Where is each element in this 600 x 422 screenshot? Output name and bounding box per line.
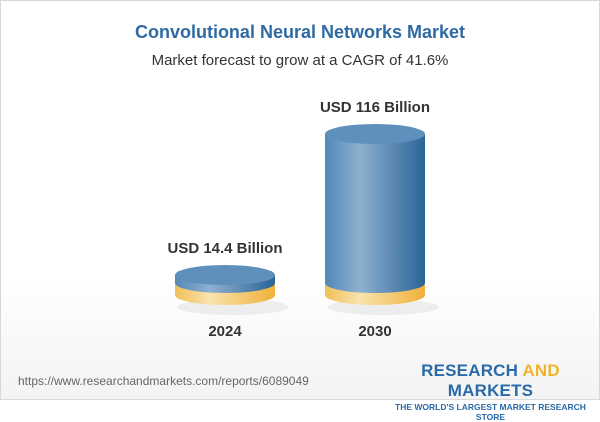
cylinder-top (325, 124, 425, 144)
cylinder-top (175, 265, 275, 286)
cylinder-bar (325, 134, 425, 293)
data-label: USD 116 Billion (320, 99, 430, 116)
logo-text-and: AND (522, 361, 560, 380)
data-label: USD 14.4 Billion (167, 240, 282, 257)
chart-subtitle: Market forecast to grow at a CAGR of 41.… (151, 52, 449, 69)
source-url[interactable]: https://www.researchandmarkets.com/repor… (18, 374, 309, 388)
logo-tagline: THE WORLD'S LARGEST MARKET RESEARCH STOR… (395, 402, 586, 422)
chart-title: Convolutional Neural Networks Market (134, 22, 466, 42)
infographic-frame (0, 0, 600, 400)
cylinder-chart: USD 14.4 Billion 2024 USD 116 Billion 2030 (167, 99, 439, 340)
research-and-markets-logo: RESEARCH AND MARKETS THE WORLD'S LARGEST… (383, 361, 598, 422)
logo-text-markets: MARKETS (447, 381, 534, 400)
category-label: 2024 (208, 323, 242, 340)
category-label: 2030 (358, 323, 391, 340)
logo-text: RESEARCH (421, 361, 523, 380)
